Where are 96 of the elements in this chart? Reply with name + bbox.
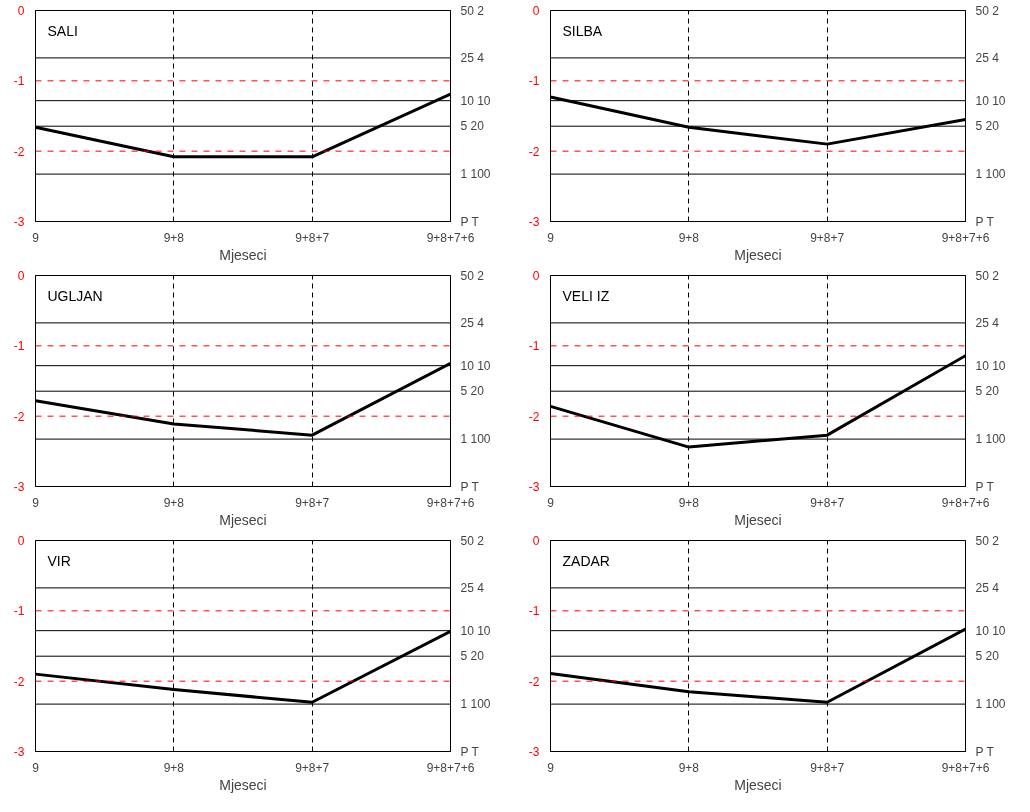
x-tick-label: 9+8+7	[295, 495, 330, 510]
text: 10 10	[460, 93, 491, 108]
x-axis-title: Mjeseci	[219, 246, 267, 263]
y-tick-label: 0	[17, 269, 25, 283]
y-tick-label: -1	[528, 339, 540, 354]
text: 10 10	[975, 93, 1006, 108]
y-tick-label: 0	[17, 534, 25, 548]
text: 1 100	[975, 432, 1006, 447]
text: 50 2	[460, 533, 485, 548]
y-tick-label: -3	[13, 480, 25, 494]
text: 50 2	[975, 268, 1000, 283]
text: P T	[460, 214, 480, 229]
text: P T	[460, 744, 480, 759]
y-tick-label: -3	[13, 745, 25, 759]
text: 1 100	[460, 432, 491, 447]
text: 1 100	[975, 697, 1006, 712]
y-tick-label: -1	[528, 604, 540, 619]
x-tick-label: 9+8	[678, 230, 700, 245]
text: 1 100	[975, 167, 1006, 182]
text: 25 4	[975, 50, 1000, 65]
text: 10 10	[975, 358, 1006, 373]
y-tick-label: 0	[17, 4, 25, 18]
y-tick-label: -2	[13, 144, 25, 159]
y-tick-label: -2	[13, 674, 25, 689]
text: 25 4	[460, 580, 485, 595]
x-tick-label: 9+8+7+6	[941, 230, 990, 245]
text: 10 10	[975, 623, 1006, 638]
y-tick-label: -3	[528, 480, 540, 494]
y-tick-label: -2	[528, 144, 540, 159]
x-tick-label: 9+8+7	[810, 495, 845, 510]
x-tick-label: 9	[32, 230, 40, 245]
x-tick-label: 9+8+7+6	[426, 230, 475, 245]
text: 10 10	[460, 358, 491, 373]
x-tick-label: 9	[32, 495, 40, 510]
text: UGLJAN	[47, 287, 103, 304]
x-tick-label: 9+8	[163, 230, 185, 245]
x-tick-label: 9	[547, 230, 555, 245]
y-tick-label: -3	[13, 215, 25, 229]
x-axis-title: Mjeseci	[219, 511, 267, 528]
y-tick-label: -2	[528, 674, 540, 689]
text: 5 20	[460, 649, 485, 664]
text: SILBA	[562, 22, 603, 39]
y-tick-label: 0	[532, 269, 540, 283]
y-tick-label: -1	[13, 74, 25, 89]
text: 5 20	[460, 384, 485, 399]
text: VIR	[47, 552, 71, 569]
text: 10 10	[460, 623, 491, 638]
text: 1 100	[460, 167, 491, 182]
x-tick-label: 9+8	[678, 495, 700, 510]
text: 50 2	[460, 3, 485, 18]
x-tick-label: 9+8+7	[295, 230, 330, 245]
text: SALI	[47, 22, 78, 39]
x-axis-title: Mjeseci	[219, 776, 267, 793]
y-tick-label: 0	[532, 534, 540, 548]
x-tick-label: 9+8	[163, 760, 185, 775]
x-tick-label: 9+8+7+6	[426, 495, 475, 510]
x-tick-label: 9+8+7+6	[941, 760, 990, 775]
y-tick-label: -2	[13, 409, 25, 424]
x-axis-title: Mjeseci	[734, 511, 782, 528]
y-tick-label: 0	[532, 4, 540, 18]
x-tick-label: 9	[547, 495, 555, 510]
x-tick-label: 9	[547, 760, 555, 775]
text: 25 4	[460, 50, 485, 65]
text: 25 4	[460, 315, 485, 330]
text: 25 4	[975, 315, 1000, 330]
x-axis-title: Mjeseci	[734, 776, 782, 793]
text: 5 20	[975, 384, 1000, 399]
x-tick-label: 9+8+7	[810, 230, 845, 245]
x-tick-label: 9+8+7	[295, 760, 330, 775]
text: 50 2	[975, 3, 1000, 18]
text: 5 20	[460, 119, 485, 134]
text: 5 20	[975, 649, 1000, 664]
text: 25 4	[975, 580, 1000, 595]
text: 1 100	[460, 697, 491, 712]
x-tick-label: 9+8	[163, 495, 185, 510]
text: P T	[975, 214, 995, 229]
x-tick-label: 9+8+7+6	[426, 760, 475, 775]
x-axis-title: Mjeseci	[734, 246, 782, 263]
text: 50 2	[460, 268, 485, 283]
y-tick-label: -1	[13, 604, 25, 619]
text: 5 20	[975, 119, 1000, 134]
text: VELI IZ	[562, 287, 610, 304]
x-tick-label: 9+8+7	[810, 760, 845, 775]
y-tick-label: -2	[528, 409, 540, 424]
text: P T	[975, 479, 995, 494]
y-tick-label: -3	[528, 745, 540, 759]
y-tick-label: -3	[528, 215, 540, 229]
text: P T	[460, 479, 480, 494]
x-tick-label: 9	[32, 760, 40, 775]
text: 50 2	[975, 533, 1000, 548]
x-tick-label: 9+8	[678, 760, 700, 775]
text: P T	[975, 744, 995, 759]
text: ZADAR	[562, 552, 610, 569]
x-tick-label: 9+8+7+6	[941, 495, 990, 510]
y-tick-label: -1	[528, 74, 540, 89]
y-tick-label: -1	[13, 339, 25, 354]
